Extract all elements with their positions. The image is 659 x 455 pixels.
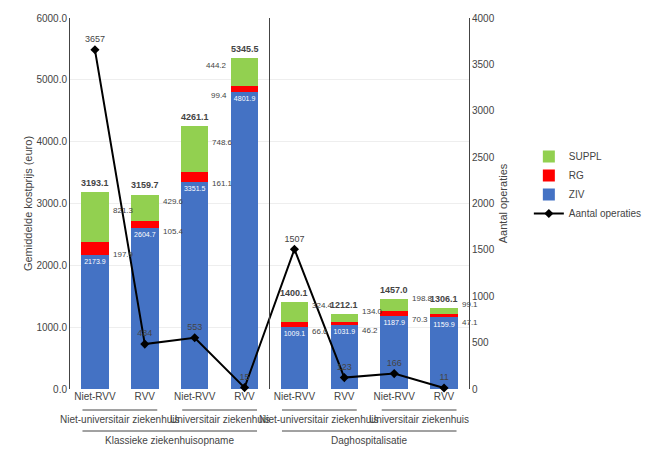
svg-text:Aantal operaties: Aantal operaties (497, 163, 509, 243)
svg-text:Universitair ziekenhuis: Universitair ziekenhuis (170, 414, 270, 425)
svg-text:Klassieke ziekenhuisopname: Klassieke ziekenhuisopname (105, 435, 234, 446)
svg-text:1306.1: 1306.1 (430, 294, 458, 304)
svg-text:4801.9: 4801.9 (234, 95, 256, 102)
svg-text:11: 11 (439, 372, 448, 382)
svg-text:105.4: 105.4 (163, 227, 184, 236)
svg-text:1500: 1500 (472, 244, 495, 255)
svg-text:553: 553 (187, 322, 202, 332)
svg-text:484: 484 (137, 328, 152, 338)
svg-text:166: 166 (387, 358, 402, 368)
svg-text:198.8: 198.8 (412, 294, 433, 303)
svg-text:161.1: 161.1 (212, 179, 233, 188)
svg-text:444.2: 444.2 (206, 61, 227, 70)
svg-text:ZIV: ZIV (569, 189, 585, 200)
svg-text:RVV: RVV (135, 391, 156, 402)
svg-text:1187.9: 1187.9 (383, 319, 404, 327)
svg-text:3000.0: 3000.0 (36, 198, 67, 209)
svg-text:Gemiddelde kostprijs (euro): Gemiddelde kostprijs (euro) (22, 136, 34, 271)
svg-text:4000.0: 4000.0 (36, 136, 67, 147)
svg-text:3159.7: 3159.7 (131, 180, 159, 190)
svg-text:1159.9: 1159.9 (433, 321, 454, 329)
svg-text:66.6: 66.6 (312, 327, 328, 336)
svg-text:15: 15 (240, 372, 250, 382)
svg-text:1507: 1507 (284, 234, 304, 244)
svg-text:2500: 2500 (472, 152, 495, 163)
svg-text:2604.7: 2604.7 (134, 231, 156, 238)
svg-text:500: 500 (472, 337, 489, 348)
svg-text:1212.1: 1212.1 (330, 300, 358, 310)
svg-text:2000: 2000 (472, 198, 495, 209)
svg-text:4000: 4000 (472, 13, 495, 24)
svg-text:748.6: 748.6 (212, 138, 233, 147)
svg-text:99.4: 99.4 (211, 91, 227, 100)
svg-text:0.0: 0.0 (53, 384, 67, 395)
svg-text:99.1: 99.1 (462, 300, 478, 309)
svg-text:1400.1: 1400.1 (280, 288, 308, 298)
svg-text:2000.0: 2000.0 (36, 260, 67, 271)
svg-text:6000.0: 6000.0 (36, 13, 67, 24)
svg-text:RVV: RVV (234, 391, 255, 402)
svg-text:5000.0: 5000.0 (36, 74, 67, 85)
svg-text:SUPPL: SUPPL (569, 151, 602, 162)
svg-text:5345.5: 5345.5 (231, 44, 259, 54)
svg-text:1000.0: 1000.0 (36, 322, 67, 333)
svg-text:134.0: 134.0 (362, 307, 383, 316)
svg-text:RVV: RVV (434, 391, 455, 402)
svg-text:1009.1: 1009.1 (284, 330, 306, 337)
svg-text:Universitair ziekenhuis: Universitair ziekenhuis (369, 414, 469, 425)
svg-text:429.6: 429.6 (163, 197, 184, 206)
svg-text:Daghospitalisatie: Daghospitalisatie (331, 435, 408, 446)
svg-text:3351.5: 3351.5 (184, 185, 206, 192)
svg-text:46.2: 46.2 (362, 326, 378, 335)
svg-text:Niet-RVV: Niet-RVV (74, 391, 116, 402)
svg-text:4261.1: 4261.1 (181, 112, 209, 122)
svg-text:47.1: 47.1 (462, 318, 478, 327)
svg-text:197.9: 197.9 (113, 250, 134, 259)
svg-text:Niet-universitair ziekenhuis: Niet-universitair ziekenhuis (259, 414, 379, 425)
svg-text:70.3: 70.3 (412, 315, 428, 324)
svg-text:821.3: 821.3 (113, 206, 134, 215)
svg-text:3500: 3500 (472, 59, 495, 70)
svg-text:2173.9: 2173.9 (84, 258, 106, 265)
svg-text:3193.1: 3193.1 (81, 178, 109, 188)
svg-text:RVV: RVV (334, 391, 355, 402)
svg-text:324.4: 324.4 (312, 301, 333, 310)
svg-text:RG: RG (569, 170, 584, 181)
svg-text:1457.0: 1457.0 (380, 285, 408, 295)
svg-text:Niet-RVV: Niet-RVV (174, 391, 216, 402)
svg-text:1031.9: 1031.9 (334, 328, 356, 335)
svg-text:Niet-RVV: Niet-RVV (373, 391, 415, 402)
svg-text:1000: 1000 (472, 291, 495, 302)
svg-text:Aantal operaties: Aantal operaties (569, 208, 641, 219)
svg-text:Niet-universitair ziekenhuis: Niet-universitair ziekenhuis (60, 414, 180, 425)
svg-text:3000: 3000 (472, 105, 495, 116)
svg-text:0: 0 (472, 384, 478, 395)
svg-text:3657: 3657 (85, 34, 105, 44)
svg-text:123: 123 (337, 362, 352, 372)
svg-text:Niet-RVV: Niet-RVV (274, 391, 316, 402)
